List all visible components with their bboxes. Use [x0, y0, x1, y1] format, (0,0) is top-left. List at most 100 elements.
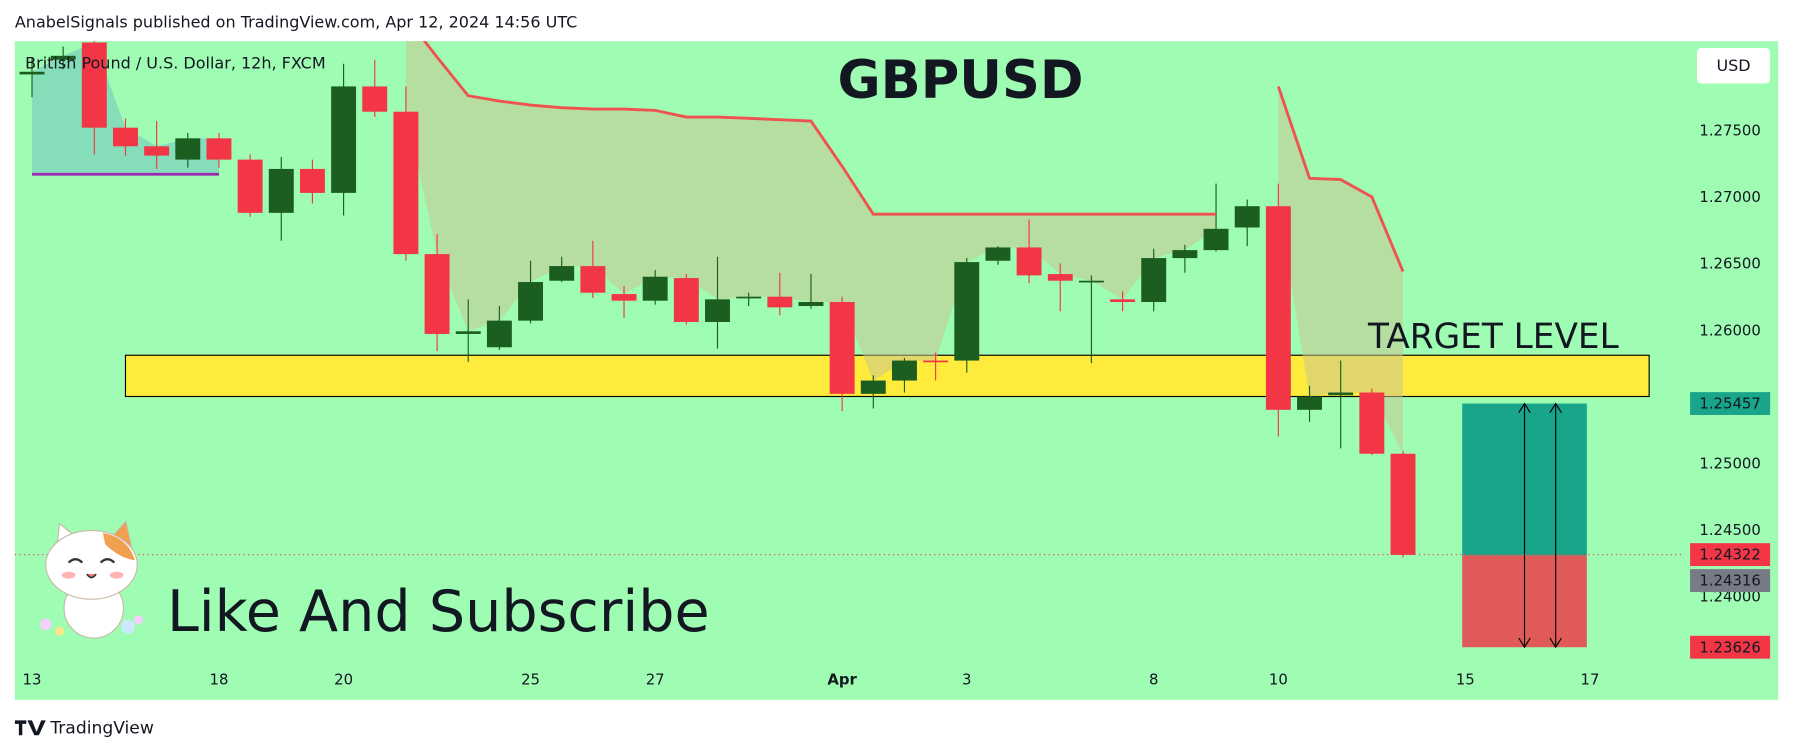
candle-body	[424, 254, 450, 334]
bubble	[40, 618, 52, 631]
arrow-head	[1518, 402, 1531, 649]
price-label-bg	[1690, 392, 1771, 415]
candle-body	[19, 71, 45, 75]
zone-label: TARGET LEVEL	[1367, 317, 1619, 357]
indicator-line	[422, 41, 1217, 216]
candle-body	[985, 247, 1011, 261]
cat-mouth	[86, 573, 97, 579]
cat-cheek	[61, 571, 76, 579]
candle-body	[206, 138, 232, 160]
x-tick-label: 27	[646, 670, 665, 688]
x-tick-label: 25	[521, 670, 540, 688]
footer: TradingView	[49, 718, 154, 738]
y-tick-label: 1.24500	[1699, 521, 1760, 539]
plot-area	[19, 41, 1650, 558]
x-tick-label: 3	[962, 670, 971, 688]
candle-body	[237, 159, 263, 213]
candle-body	[331, 86, 357, 193]
cat-head	[45, 530, 138, 600]
candle-body	[954, 262, 980, 361]
symbol-legend: British Pound / U.S. Dollar, 12h, FXCM	[25, 54, 325, 73]
candle-body	[362, 86, 388, 112]
candle-body	[1016, 247, 1042, 276]
candle-body	[144, 146, 170, 156]
candle-body	[81, 42, 107, 128]
overlay: 1.240001.245001.250001.260001.265001.270…	[14, 122, 1771, 688]
cat-cheek	[109, 571, 124, 579]
bubble	[121, 619, 135, 634]
candle-body	[1328, 392, 1354, 396]
chart-title: GBPUSD	[838, 50, 1084, 111]
candle-body	[673, 278, 699, 322]
arrow-head	[1549, 402, 1562, 649]
candle-body	[891, 360, 917, 381]
candle-body	[393, 111, 419, 255]
candle-body	[611, 294, 637, 301]
candle-body	[736, 296, 762, 299]
candle-body	[1172, 250, 1198, 259]
candle-body	[113, 127, 138, 147]
candle-body	[1047, 274, 1073, 281]
candle-body	[642, 276, 668, 301]
candle-body	[580, 266, 606, 293]
candle-body	[455, 331, 481, 334]
price-label: 1.24316	[1699, 572, 1760, 590]
candle-body	[1234, 206, 1260, 228]
y-tick-label: 1.27500	[1699, 122, 1760, 140]
x-tick-label: Apr	[827, 670, 857, 688]
x-tick-label: 18	[209, 670, 228, 688]
candle-body	[860, 380, 886, 394]
cat-patch	[102, 532, 135, 561]
candle-body	[1359, 392, 1385, 454]
y-tick-label: 1.26000	[1699, 321, 1760, 339]
candle-body	[175, 138, 201, 160]
candle-body	[1265, 206, 1291, 410]
price-label-bg	[1690, 543, 1771, 567]
annotation: Like And Subscribe	[167, 579, 710, 645]
y-tick-label: 1.27000	[1699, 188, 1760, 206]
candle-body	[1078, 280, 1104, 283]
x-tick-label: 13	[23, 670, 42, 688]
price-label: 1.25457	[1699, 395, 1760, 413]
candle-body	[486, 320, 512, 348]
header: AnabelSignals published on TradingView.c…	[15, 12, 577, 31]
candle-body	[50, 55, 76, 60]
x-tick-label: 10	[1269, 670, 1288, 688]
logo-icon	[14, 720, 46, 736]
candle-body	[268, 168, 294, 213]
candle-body	[923, 360, 949, 363]
y-tick-label: 1.26500	[1699, 255, 1760, 273]
candle-body	[1297, 396, 1322, 410]
candle-body	[299, 168, 325, 193]
candle-body	[1110, 299, 1136, 303]
cat-sticker	[40, 520, 143, 639]
candle-body	[1390, 453, 1416, 555]
x-tick-label: 17	[1580, 670, 1599, 688]
candle-body	[518, 282, 544, 321]
currency-label[interactable]: USD	[1716, 56, 1750, 75]
candle-body	[829, 302, 855, 394]
candle-body	[549, 266, 575, 281]
price-label-bg	[1690, 569, 1771, 592]
candle-body	[767, 296, 793, 308]
x-tick-label: 20	[334, 670, 353, 688]
price-label-bg	[1690, 635, 1771, 659]
indicator-line	[1277, 85, 1405, 272]
price-label: 1.23626	[1699, 638, 1760, 656]
currency-button[interactable]	[1696, 48, 1771, 84]
bubble	[54, 626, 65, 636]
cat-eyes	[67, 558, 116, 564]
candle-body	[798, 302, 824, 307]
candle-body	[705, 299, 730, 322]
candle-body	[1203, 228, 1229, 251]
bubble	[133, 615, 143, 625]
y-tick-label: 1.25000	[1699, 454, 1760, 472]
x-tick-label: 8	[1149, 670, 1158, 688]
indicator-fill	[405, 41, 1217, 381]
indicator-fill	[32, 42, 219, 175]
price-label: 1.24322	[1699, 546, 1760, 564]
candle-body	[1141, 258, 1167, 303]
x-tick-label: 15	[1456, 670, 1475, 688]
